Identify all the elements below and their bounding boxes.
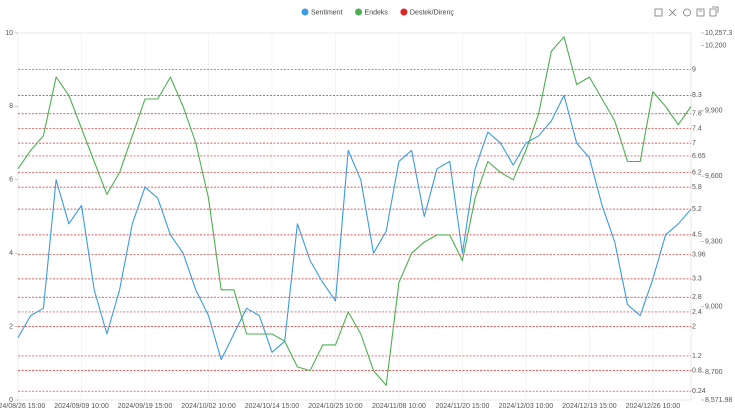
x-tick-label: 2024/10/14 15:00 bbox=[245, 403, 300, 410]
y2-tick-label: 10,257.3 bbox=[705, 30, 732, 37]
y2-tick-label: 9,000 bbox=[705, 304, 723, 311]
y-tick-label: 0 bbox=[9, 397, 13, 404]
legend-marker bbox=[400, 8, 408, 16]
level-label: 7 bbox=[692, 140, 696, 147]
y-tick-label: 2 bbox=[9, 323, 13, 330]
x-tick-label: 2024/12/13 15:00 bbox=[562, 403, 617, 410]
zoom-icon[interactable] bbox=[654, 8, 663, 17]
level-label: 5.8 bbox=[692, 184, 702, 191]
level-label: 3.3 bbox=[692, 276, 702, 283]
level-label: 3.96 bbox=[692, 252, 706, 259]
level-label: 0.8 bbox=[692, 367, 702, 374]
restore-icon[interactable] bbox=[683, 8, 691, 17]
level-label: 4.5 bbox=[692, 232, 702, 239]
level-label: 6.65 bbox=[692, 153, 706, 160]
level-label: 7.8 bbox=[692, 111, 702, 118]
legend-item[interactable]: Destek/Direnç bbox=[400, 8, 454, 17]
y2-tick-label: 10,200 bbox=[705, 42, 727, 49]
x-tick-label: 2024/12/26 10:00 bbox=[626, 403, 681, 410]
level-label: 6.2 bbox=[692, 169, 702, 176]
legend-item[interactable]: Endeks bbox=[355, 8, 389, 17]
level-label: 8.3 bbox=[692, 92, 702, 99]
y-tick-label: 8 bbox=[9, 103, 13, 110]
series-line bbox=[17, 36, 692, 386]
y2-tick-label: 9,300 bbox=[705, 238, 723, 245]
y2-tick-label: 8,700 bbox=[705, 369, 723, 376]
x-tick-label: 2024/10/02 10:00 bbox=[181, 403, 236, 410]
legend-label: Endeks bbox=[365, 9, 389, 16]
legend-item[interactable]: Sentiment bbox=[301, 8, 343, 17]
x-tick-label: 2024/12/03 10:00 bbox=[499, 403, 554, 410]
series-line bbox=[17, 94, 692, 361]
level-label: 9 bbox=[692, 67, 696, 74]
level-label: 2 bbox=[692, 323, 696, 330]
y-tick-label: 4 bbox=[9, 250, 13, 257]
save-icon[interactable] bbox=[709, 6, 719, 17]
x-tick-label: 2024/10/25 10:00 bbox=[308, 403, 363, 410]
x-tick-label: 2024/09/09 10:00 bbox=[54, 403, 109, 410]
legend-label: Sentiment bbox=[311, 9, 343, 16]
level-label: 0.24 bbox=[692, 388, 706, 395]
x-tick-label: 2024/09/19 15:00 bbox=[118, 403, 173, 410]
level-label: 5.2 bbox=[692, 206, 702, 213]
legend-label: Destek/Direnç bbox=[410, 9, 454, 16]
level-label: 1.2 bbox=[692, 353, 702, 360]
toolbar bbox=[654, 6, 719, 17]
y2-tick-label: 8,571.98 bbox=[705, 397, 732, 404]
level-label: 2.4 bbox=[692, 309, 702, 316]
legend-marker bbox=[355, 8, 363, 16]
legend-marker bbox=[301, 8, 309, 16]
level-label: 7.4 bbox=[692, 125, 702, 132]
plot-frame bbox=[17, 32, 692, 401]
y2-tick-label: 9,900 bbox=[705, 108, 723, 115]
y-tick-label: 6 bbox=[9, 177, 13, 184]
x-tick-label: 2024/08/26 15:00 bbox=[0, 403, 45, 410]
y-tick-label: 10 bbox=[5, 30, 13, 37]
y2-tick-label: 9,600 bbox=[705, 173, 723, 180]
zoom-reset-icon[interactable] bbox=[668, 8, 677, 17]
x-tick-label: 2024/11/20 15:00 bbox=[435, 403, 489, 410]
level-label: 2.8 bbox=[692, 294, 702, 301]
data-view-icon[interactable] bbox=[696, 8, 705, 17]
x-tick-label: 2024/11/08 10:00 bbox=[372, 403, 426, 410]
